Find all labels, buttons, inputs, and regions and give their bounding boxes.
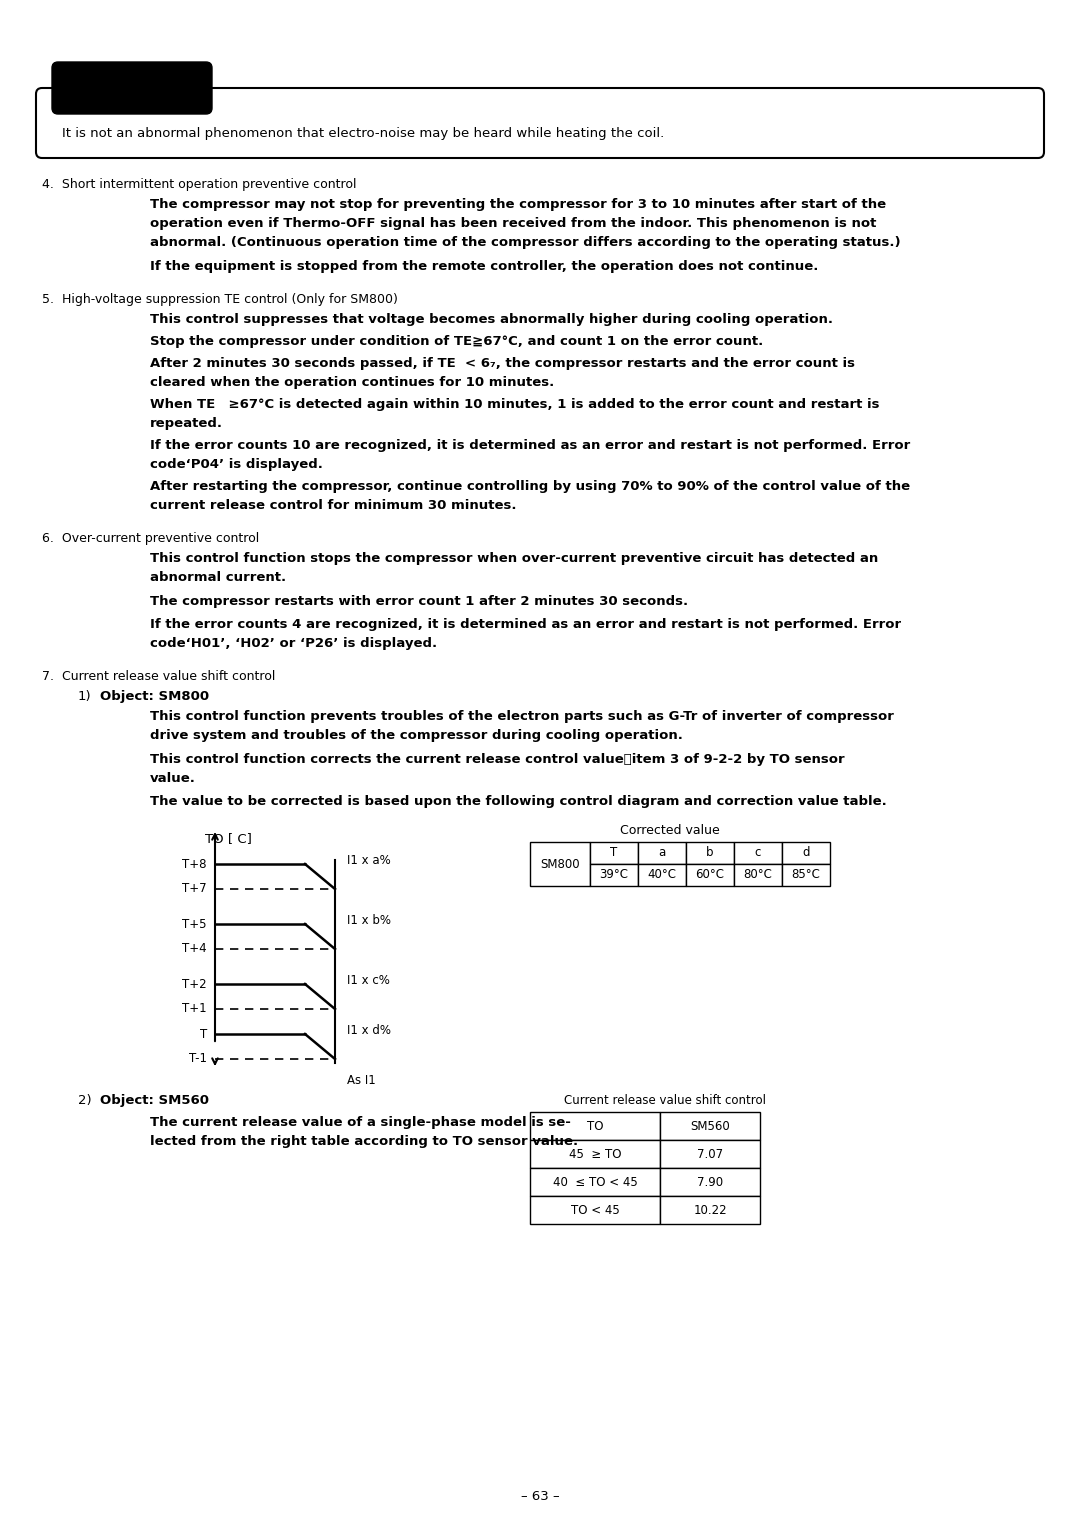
Text: abnormal current.: abnormal current. (150, 570, 286, 584)
Text: 7.07: 7.07 (697, 1147, 724, 1161)
Text: Stop the compressor under condition of TE≧67°C, and count 1 on the error count.: Stop the compressor under condition of T… (150, 336, 764, 348)
Text: T+7: T+7 (183, 883, 207, 895)
Text: This control function prevents troubles of the electron parts such as G-Tr of in: This control function prevents troubles … (150, 711, 894, 723)
Text: TO < 45: TO < 45 (570, 1203, 619, 1217)
Text: T: T (610, 846, 618, 860)
Bar (590, 842, 638, 865)
Text: As I1: As I1 (347, 1074, 376, 1087)
Bar (734, 865, 782, 886)
Text: abnormal. (Continuous operation time of the compressor differs according to the : abnormal. (Continuous operation time of … (150, 236, 901, 249)
Text: code‘P04’ is displayed.: code‘P04’ is displayed. (150, 458, 323, 471)
Text: 7.  Current release value shift control: 7. Current release value shift control (42, 669, 275, 683)
Text: 7.90: 7.90 (697, 1176, 724, 1188)
FancyBboxPatch shape (52, 63, 212, 114)
Text: 6.  Over-current preventive control: 6. Over-current preventive control (42, 532, 259, 544)
Bar (660, 1141, 760, 1168)
Text: T: T (200, 1028, 207, 1040)
Text: I1 x c%: I1 x c% (347, 974, 390, 988)
Text: If the error counts 4 are recognized, it is determined as an error and restart i: If the error counts 4 are recognized, it… (150, 618, 901, 631)
Text: 45  ≥ TO: 45 ≥ TO (569, 1147, 621, 1161)
Text: value.: value. (150, 772, 195, 785)
Bar (530, 1196, 660, 1225)
Text: After 2 minutes 30 seconds passed, if TE  < 6₇, the compressor restarts and the : After 2 minutes 30 seconds passed, if TE… (150, 357, 855, 371)
Bar (660, 1112, 760, 1141)
Text: After restarting the compressor, continue controlling by using 70% to 90% of the: After restarting the compressor, continu… (150, 480, 910, 493)
Text: current release control for minimum 30 minutes.: current release control for minimum 30 m… (150, 499, 516, 512)
Text: T+4: T+4 (183, 942, 207, 956)
Text: This control function stops the compressor when over-current preventive circuit : This control function stops the compress… (150, 552, 878, 564)
Bar (686, 865, 734, 886)
Text: If the error counts 10 are recognized, it is determined as an error and restart : If the error counts 10 are recognized, i… (150, 439, 910, 451)
Text: T+5: T+5 (183, 918, 207, 930)
Text: I1 x a%: I1 x a% (347, 854, 391, 868)
Bar (590, 865, 638, 886)
Text: SM800: SM800 (540, 857, 580, 871)
Text: I1 x b%: I1 x b% (347, 915, 391, 927)
Text: drive system and troubles of the compressor during cooling operation.: drive system and troubles of the compres… (150, 729, 683, 743)
Text: 5.  High-voltage suppression TE control (Only for SM800): 5. High-voltage suppression TE control (… (42, 293, 397, 307)
Text: 39°C: 39°C (599, 869, 629, 881)
Text: 1): 1) (78, 689, 92, 703)
Text: – 63 –: – 63 – (521, 1490, 559, 1504)
Text: 10.22: 10.22 (693, 1203, 727, 1217)
Text: Object: SM800: Object: SM800 (100, 689, 210, 703)
Text: lected from the right table according to TO sensor value.: lected from the right table according to… (150, 1135, 578, 1148)
Text: 4.  Short intermittent operation preventive control: 4. Short intermittent operation preventi… (42, 178, 356, 191)
Text: 40  ≤ TO < 45: 40 ≤ TO < 45 (553, 1176, 637, 1188)
Text: I1 x d%: I1 x d% (347, 1025, 391, 1037)
Text: If the equipment is stopped from the remote controller, the operation does not c: If the equipment is stopped from the rem… (150, 259, 819, 273)
Text: 85°C: 85°C (792, 869, 821, 881)
Text: Object: SM560: Object: SM560 (100, 1093, 210, 1107)
Text: The current release value of a single-phase model is se-: The current release value of a single-ph… (150, 1116, 571, 1128)
Bar (660, 1196, 760, 1225)
Bar (686, 842, 734, 865)
Bar (638, 842, 686, 865)
Bar (782, 865, 831, 886)
Text: When TE ≥67°C is detected again within 10 minutes, 1 is added to the error count: When TE ≥67°C is detected again within 1… (150, 398, 879, 412)
Text: d: d (802, 846, 810, 860)
Text: code‘H01’, ‘H02’ or ‘P26’ is displayed.: code‘H01’, ‘H02’ or ‘P26’ is displayed. (150, 637, 437, 650)
Bar (660, 1168, 760, 1196)
Bar (530, 1168, 660, 1196)
Text: The compressor may not stop for preventing the compressor for 3 to 10 minutes af: The compressor may not stop for preventi… (150, 198, 886, 210)
Text: The value to be corrected is based upon the following control diagram and correc: The value to be corrected is based upon … (150, 795, 887, 808)
Bar (530, 1112, 660, 1141)
Text: T+8: T+8 (183, 857, 207, 871)
Text: T-1: T-1 (189, 1052, 207, 1066)
Text: cleared when the operation continues for 10 minutes.: cleared when the operation continues for… (150, 377, 554, 389)
Text: This control suppresses that voltage becomes abnormally higher during cooling op: This control suppresses that voltage bec… (150, 313, 833, 326)
Text: Corrected value: Corrected value (620, 824, 720, 837)
Text: TO: TO (586, 1119, 604, 1133)
Text: T+2: T+2 (183, 978, 207, 991)
Text: 2): 2) (78, 1093, 92, 1107)
Bar (530, 1141, 660, 1168)
Bar (530, 842, 590, 886)
Text: TO [ C]: TO [ C] (205, 833, 252, 845)
Text: T+1: T+1 (183, 1002, 207, 1016)
Text: 40°C: 40°C (648, 869, 676, 881)
Bar (638, 865, 686, 886)
Text: 80°C: 80°C (743, 869, 772, 881)
Text: Current release value shift control: Current release value shift control (564, 1093, 766, 1107)
Text: repeated.: repeated. (150, 416, 222, 430)
Bar (782, 842, 831, 865)
Text: operation even if Thermo-OFF signal has been received from the indoor. This phen: operation even if Thermo-OFF signal has … (150, 217, 876, 230)
Text: It is not an abnormal phenomenon that electro-noise may be heard while heating t: It is not an abnormal phenomenon that el… (62, 127, 664, 139)
Text: The compressor restarts with error count 1 after 2 minutes 30 seconds.: The compressor restarts with error count… (150, 595, 688, 608)
Text: 60°C: 60°C (696, 869, 725, 881)
Text: This control function corrects the current release control value（item 3 of 9-2-2: This control function corrects the curre… (150, 753, 845, 766)
Text: c: c (755, 846, 761, 860)
Text: a: a (659, 846, 665, 860)
Bar (734, 842, 782, 865)
FancyBboxPatch shape (36, 88, 1044, 159)
Text: b: b (706, 846, 714, 860)
Text: SM560: SM560 (690, 1119, 730, 1133)
